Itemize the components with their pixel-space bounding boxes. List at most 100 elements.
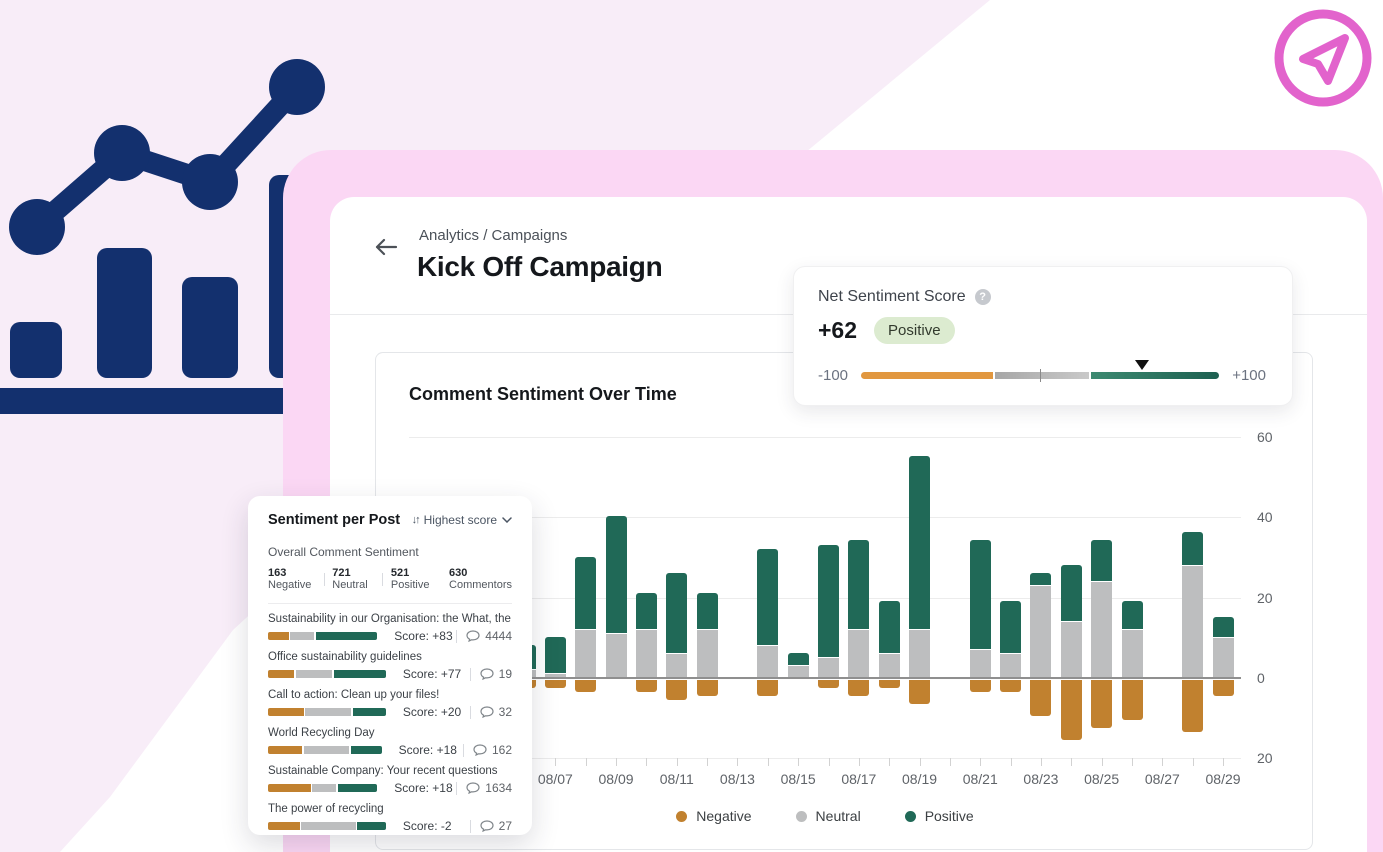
bar-neutral[interactable] [848,629,870,678]
bar-positive[interactable] [605,516,627,633]
bar-neutral[interactable] [1212,637,1234,678]
bar-negative[interactable] [909,680,931,705]
legend-item[interactable]: Positive [904,808,974,824]
bar-neutral[interactable] [1182,565,1204,678]
post-sentiment-bar [268,670,386,678]
bar-positive[interactable] [757,548,779,645]
bar-negative[interactable] [878,680,900,689]
page-title: Kick Off Campaign [417,251,663,282]
legend-item[interactable]: Negative [676,808,752,824]
post-comment-count: 27 [480,819,512,833]
x-axis-label: 08/23 [1023,771,1059,787]
bar-positive[interactable] [1091,540,1113,581]
bar-negative[interactable] [848,680,870,697]
help-icon[interactable]: ? [974,289,991,305]
bar-neutral[interactable] [605,633,627,678]
post-item[interactable]: Sustainable Company: Your recent questio… [268,765,512,795]
bar-negative[interactable] [635,680,657,693]
zero-axis-line [409,677,1241,679]
bar-negative[interactable] [969,680,991,693]
bar-negative[interactable] [1121,680,1143,721]
post-score: Score: +18 [398,743,457,757]
x-axis-tick [1162,758,1164,766]
post-item[interactable]: Sustainability in our Organisation: the … [268,613,512,643]
back-arrow-icon[interactable] [374,237,398,257]
sort-control[interactable]: ↓↑ Highest score [412,513,512,527]
x-axis-label: 08/21 [962,771,998,787]
bar-negative[interactable] [575,680,597,693]
bar-neutral[interactable] [575,629,597,678]
stat-separator [382,572,383,586]
post-item[interactable]: Office sustainability guidelines Score: +… [268,651,512,681]
bar-neutral[interactable] [1000,653,1022,678]
bar-positive[interactable] [1060,564,1082,621]
x-axis-tick [737,758,739,766]
bar-negative[interactable] [818,680,839,689]
breadcrumb[interactable]: Analytics / Campaigns [419,227,568,244]
legend-item[interactable]: Neutral [795,808,861,824]
bar-negative[interactable] [696,680,718,697]
bar-negative[interactable] [757,680,779,697]
bar-positive[interactable] [818,544,839,657]
post-comment-count: 19 [480,667,512,681]
bar-negative[interactable] [1060,680,1082,741]
bar-negative[interactable] [544,680,566,689]
x-axis-tick [980,758,982,766]
gridline [409,758,1241,760]
post-comment-count: 1634 [466,781,512,795]
bar-negative[interactable] [1091,680,1113,729]
x-axis-tick [616,758,618,766]
bar-neutral[interactable] [1060,621,1082,678]
y-axis-label: 20 [1257,589,1273,606]
bar-neutral[interactable] [666,653,688,678]
bar-neutral[interactable] [818,657,839,678]
bar-negative[interactable] [1030,680,1052,717]
bar-neutral[interactable] [757,645,779,678]
stat: 521 Positive [390,567,430,591]
post-sentiment-bar [268,822,386,830]
post-title: World Recycling Day [268,727,375,739]
sentiment-scale: -100 +100 [818,360,1266,384]
bar-positive[interactable] [575,556,597,629]
x-axis-tick [1071,758,1073,766]
bar-positive[interactable] [1182,532,1204,565]
bar-positive[interactable] [1000,600,1022,653]
bar-negative[interactable] [1182,680,1204,733]
post-item[interactable]: The power of recycling Score: -2 27 [268,803,512,833]
legend-dot [676,810,688,822]
bar-positive[interactable] [909,456,931,629]
bar-positive[interactable] [848,540,870,629]
bar-positive[interactable] [696,592,718,629]
bar-negative[interactable] [1000,680,1022,693]
legend-dot [904,810,916,822]
bar-neutral[interactable] [1091,581,1113,678]
bar-positive[interactable] [666,572,688,653]
bar-neutral[interactable] [909,629,931,678]
post-comment-count: 32 [480,705,512,719]
bar-neutral[interactable] [544,673,566,678]
bar-positive[interactable] [1212,616,1234,637]
bar-positive[interactable] [1030,572,1052,585]
bar-neutral[interactable] [878,653,900,678]
bar-neutral[interactable] [635,629,657,678]
bar-negative[interactable] [666,680,688,701]
post-item[interactable]: Call to action: Clean up your files! Scor… [268,689,512,719]
bar-neutral[interactable] [787,665,809,678]
bar-positive[interactable] [787,652,809,665]
post-comment-count: 162 [473,743,512,757]
scale-segment [1091,372,1219,379]
x-axis-label: 08/07 [537,771,573,787]
paper-plane-icon [1274,9,1372,107]
bar-neutral[interactable] [696,629,718,678]
bar-positive[interactable] [878,600,900,653]
bar-negative[interactable] [1212,680,1234,697]
bar-neutral[interactable] [1030,585,1052,678]
bar-neutral[interactable] [1121,629,1143,678]
post-item[interactable]: World Recycling Day Score: +18 162 [268,727,512,757]
bar-positive[interactable] [1121,600,1143,629]
bar-positive[interactable] [969,540,991,649]
bar-neutral[interactable] [969,649,991,678]
bar-positive[interactable] [635,592,657,629]
bar-positive[interactable] [544,636,566,673]
post-sentiment-bar [268,632,378,640]
